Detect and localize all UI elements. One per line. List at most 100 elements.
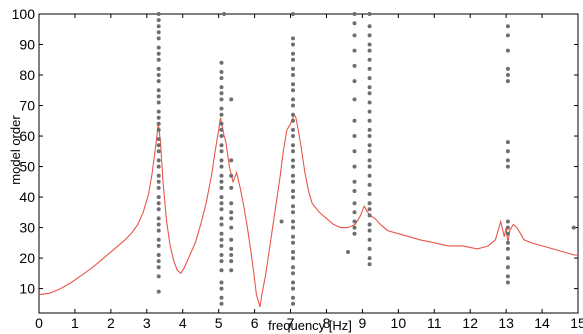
pole-point [505,164,510,169]
pole-point [229,210,234,215]
pole-point [505,158,510,163]
pole-point [505,225,510,230]
pole-point [346,250,350,254]
pole-point [367,149,372,154]
x-axis-label: frequency [Hz] [268,318,352,333]
x-tick-label: 4 [179,315,187,331]
pole-point [219,143,224,148]
x-tick-label: 14 [534,315,550,331]
pole-point [156,94,161,99]
pole-point [156,237,161,242]
pole-point [505,149,510,154]
pole-point [219,179,224,184]
pole-point [291,301,295,306]
pole-point [156,137,161,142]
pole-point [219,134,224,138]
pole-point [367,192,372,196]
pole-point [352,79,357,84]
pole-point [367,164,372,169]
pole-point [367,262,372,267]
pole-point [156,228,161,233]
pole-point [291,66,295,71]
pole-point [367,42,372,47]
pole-point [156,289,161,294]
pole-point [505,24,510,29]
pole-point [156,121,161,126]
pole-point [367,222,372,227]
pole-point [505,231,510,236]
x-tick-label: 3 [143,315,151,331]
pole-point [367,256,372,261]
pole-point [156,216,161,221]
pole-point [367,173,372,178]
pole-point [156,158,161,163]
pole-point [219,76,224,81]
pole-point [156,18,161,23]
pole-point [367,24,372,29]
pole-point [291,179,295,184]
pole-point [367,246,372,251]
pole-point [219,91,224,96]
pole-point [156,185,161,190]
pole-point [219,201,224,206]
pole-point [505,274,510,279]
pole-point [219,243,224,248]
pole-point [291,195,295,200]
pole-point [505,79,510,84]
pole-point [367,109,372,114]
y-tick-label: 80 [19,67,35,83]
pole-point [156,100,161,105]
pole-point [367,143,372,148]
pole-point [229,216,234,221]
pole-point [291,149,295,154]
pole-point [367,134,372,138]
pole-point [156,222,161,227]
pole-point [352,63,357,68]
pole-point [505,246,510,251]
pole-point [156,24,161,29]
pole-point [156,201,161,206]
pole-point [352,134,357,138]
pole-point [291,204,295,209]
pole-point [219,280,224,285]
y-tick-label: 10 [19,281,35,297]
pole-point [352,225,357,230]
pole-point [219,149,224,154]
pole-point [291,271,295,276]
pole-point [229,253,234,257]
pole-point [156,115,161,120]
pole-point [156,45,161,50]
pole-point [219,185,224,190]
x-tick-label: 2 [107,315,115,331]
pole-point [367,91,372,96]
pole-point [352,179,357,184]
pole-point [291,12,295,16]
pole-point [291,158,295,163]
pole-point [367,12,372,16]
pole-point [367,57,372,62]
y-axis-label: model order [8,115,23,185]
x-tick-label: 7 [287,315,295,331]
pole-point [367,182,372,187]
pole-point [352,33,357,38]
pole-point [505,33,510,38]
pole-point [367,76,372,81]
pole-point [291,173,295,178]
pole-point [291,134,295,138]
pole-point [222,12,227,16]
y-tick-label: 100 [12,6,36,22]
pole-point [156,207,161,212]
pole-point [229,225,234,230]
pole-point [367,127,372,132]
pole-point [291,127,295,132]
pole-point [367,66,372,71]
x-tick-label: 13 [498,315,514,331]
pole-point [219,301,224,306]
pole-point [219,286,224,291]
pole-point [505,66,510,71]
pole-point [352,48,357,53]
pole-point [219,216,224,221]
pole-point [156,66,161,71]
pole-point [352,149,357,154]
